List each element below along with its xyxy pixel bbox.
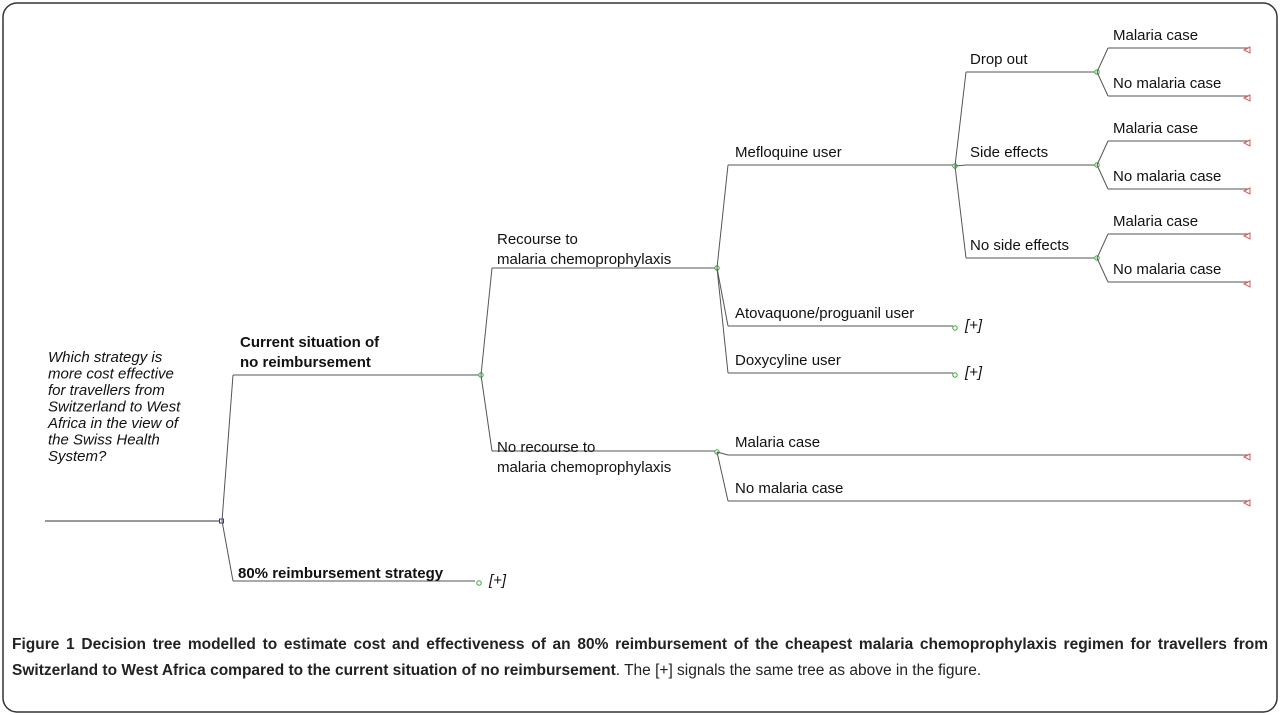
caption-text: . The [+] signals the same tree as above… — [615, 662, 982, 679]
caption-bold: Decision tree modelled to estimate cost … — [12, 636, 1268, 679]
terminal-node — [1242, 46, 1251, 54]
branch-line — [716, 267, 729, 374]
label: Recourse to — [497, 231, 578, 248]
branch-line — [1096, 257, 1109, 283]
branch-line — [1096, 71, 1109, 97]
label: Malaria case — [735, 434, 820, 451]
label: No side effects — [970, 237, 1069, 254]
branch-line — [221, 374, 234, 522]
label: no reimbursement — [240, 354, 371, 371]
branch-line — [1096, 47, 1109, 73]
chance-node — [952, 372, 958, 378]
label: Malaria case — [1113, 120, 1198, 137]
branch-line — [716, 267, 729, 327]
label: [+] — [964, 364, 983, 381]
figure-caption: Figure 1 Decision tree modelled to estim… — [12, 632, 1268, 684]
terminal-node — [1242, 499, 1251, 507]
terminal-node — [1242, 94, 1251, 102]
label: Atovaquone/proguanil user — [735, 305, 914, 322]
label: Side effects — [970, 144, 1048, 161]
label: Which strategy is — [48, 349, 163, 366]
branch-line — [480, 267, 493, 376]
label: No recourse to — [497, 439, 595, 456]
branch-line — [1096, 140, 1109, 166]
label: No malaria case — [735, 480, 843, 497]
label: Africa in the view of — [47, 415, 180, 432]
caption-label: Figure 1 — [12, 636, 75, 653]
label: 80% reimbursement strategy — [238, 565, 444, 582]
label: Malaria case — [1113, 27, 1198, 44]
label: Mefloquine user — [735, 144, 842, 161]
branch-line — [480, 374, 493, 452]
chance-node — [476, 580, 482, 586]
label: Drop out — [970, 51, 1028, 68]
terminal-node — [1242, 232, 1251, 240]
label: No malaria case — [1113, 168, 1221, 185]
label: more cost effective — [48, 366, 174, 383]
branch-line — [1096, 233, 1109, 259]
branch-line — [716, 164, 729, 269]
label: malaria chemoprophylaxis — [497, 459, 671, 476]
label: the Swiss Health — [48, 432, 160, 449]
label: [+] — [488, 572, 507, 589]
branch-line — [221, 520, 234, 582]
label: Malaria case — [1113, 213, 1198, 230]
terminal-node — [1242, 139, 1251, 147]
branch-line — [954, 165, 967, 259]
branch-line — [716, 451, 729, 502]
label: for travellers from — [48, 382, 165, 399]
label: Current situation of — [240, 334, 380, 351]
label: malaria chemoprophylaxis — [497, 251, 671, 268]
label: Doxycyline user — [735, 352, 841, 369]
label: No malaria case — [1113, 75, 1221, 92]
branch-line — [716, 451, 729, 456]
terminal-node — [1242, 453, 1251, 461]
chance-node — [952, 325, 958, 331]
terminal-node — [1242, 280, 1251, 288]
label: Switzerland to West — [48, 399, 181, 416]
decision-node — [219, 518, 224, 524]
terminal-node — [1242, 187, 1251, 195]
label: No malaria case — [1113, 261, 1221, 278]
branch-line — [954, 71, 967, 167]
branch-line — [1096, 164, 1109, 190]
label: [+] — [964, 317, 983, 334]
branch-line — [954, 164, 967, 167]
label: System? — [48, 448, 107, 465]
